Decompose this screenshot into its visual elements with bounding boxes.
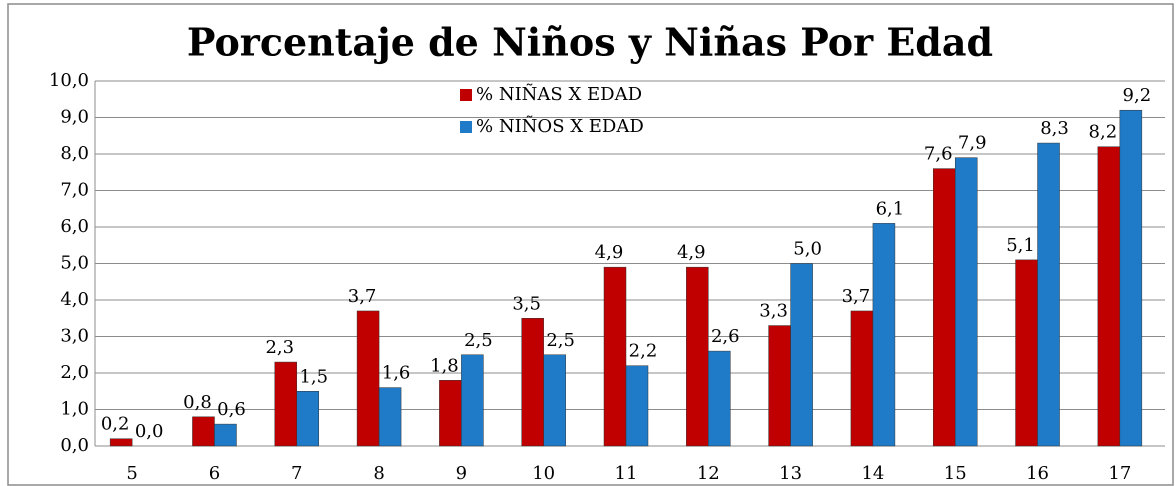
value-label: 0,2: [101, 414, 130, 435]
bar: [296, 391, 320, 447]
value-label: 7,6: [924, 144, 953, 165]
value-label: 1,6: [382, 363, 411, 384]
x-tick-label: 15: [944, 463, 967, 484]
chart-title: Porcentaje de Niños y Niñas Por Edad: [187, 20, 993, 65]
bar: [356, 310, 380, 447]
x-tick-label: 11: [615, 463, 638, 484]
value-label: 2,2: [629, 341, 658, 362]
x-tick-label: 10: [532, 463, 555, 484]
legend-label: % NIÑOS X EDAD: [476, 114, 644, 137]
value-label: 3,7: [842, 286, 871, 307]
bar: [543, 354, 566, 447]
value-label: 0,6: [217, 399, 246, 420]
bar: [214, 423, 237, 447]
value-label: 8,3: [1040, 118, 1069, 139]
x-tick-label: 14: [861, 463, 884, 484]
y-tick-label: 0,0: [60, 435, 89, 456]
value-label: 3,5: [512, 293, 541, 314]
value-label: 2,5: [546, 330, 575, 351]
bar: [686, 266, 709, 447]
bar: [1015, 259, 1038, 447]
value-label: 7,9: [958, 133, 987, 154]
value-label: 3,7: [348, 286, 377, 307]
value-label: 2,5: [464, 330, 493, 351]
x-tick-label: 7: [291, 463, 302, 484]
y-tick-label: 2,0: [60, 362, 89, 383]
legend-swatch: [460, 121, 472, 133]
bar: [274, 361, 298, 447]
bar: [378, 387, 402, 447]
value-label: 0,8: [183, 392, 212, 413]
legend-swatch: [460, 89, 472, 101]
bar: [192, 416, 215, 447]
value-label: 9,2: [1123, 85, 1152, 106]
x-tick-label: 13: [779, 463, 802, 484]
chart-border: [7, 3, 1174, 486]
bar: [850, 310, 874, 447]
value-label: 2,6: [711, 326, 740, 347]
value-label: 1,5: [299, 366, 328, 387]
bar: [521, 318, 544, 447]
value-label: 3,3: [759, 301, 788, 322]
legend-label: % NIÑAS X EDAD: [476, 82, 642, 105]
y-tick-label: 10,0: [49, 70, 89, 91]
value-label: 0,0: [135, 421, 164, 442]
x-tick-label: 6: [209, 463, 220, 484]
y-tick-label: 1,0: [60, 399, 89, 420]
bar: [1037, 142, 1060, 447]
bar: [708, 350, 731, 447]
bar: [954, 157, 978, 447]
value-label: 2,3: [265, 337, 294, 358]
y-tick-label: 4,0: [60, 289, 89, 310]
y-tick-label: 3,0: [60, 326, 89, 347]
bar: [768, 325, 791, 447]
bar: [109, 438, 133, 447]
bar: [439, 380, 462, 447]
value-label: 4,9: [677, 242, 706, 263]
value-label: 5,0: [793, 239, 822, 260]
y-tick-label: 6,0: [60, 216, 89, 237]
x-tick-label: 17: [1108, 463, 1131, 484]
y-tick-label: 8,0: [60, 143, 89, 164]
bar: [872, 223, 896, 447]
value-label: 5,1: [1006, 235, 1035, 256]
value-label: 4,9: [595, 242, 624, 263]
bar: [932, 168, 956, 447]
y-tick-label: 7,0: [60, 180, 89, 201]
y-tick-label: 5,0: [60, 253, 89, 274]
value-label: 1,8: [430, 355, 459, 376]
value-label: 8,2: [1089, 122, 1118, 143]
bar: [461, 354, 484, 447]
x-tick-label: 5: [126, 463, 137, 484]
y-tick-label: 9,0: [60, 107, 89, 128]
bar: [1097, 146, 1121, 447]
x-tick-label: 12: [697, 463, 720, 484]
x-tick-label: 16: [1026, 463, 1049, 484]
bar: [625, 365, 649, 447]
bar: [1119, 109, 1143, 447]
x-tick-label: 9: [456, 463, 467, 484]
x-tick-label: 8: [373, 463, 384, 484]
value-label: 6,1: [876, 198, 905, 219]
bar: [790, 263, 813, 447]
bar: [603, 266, 627, 447]
